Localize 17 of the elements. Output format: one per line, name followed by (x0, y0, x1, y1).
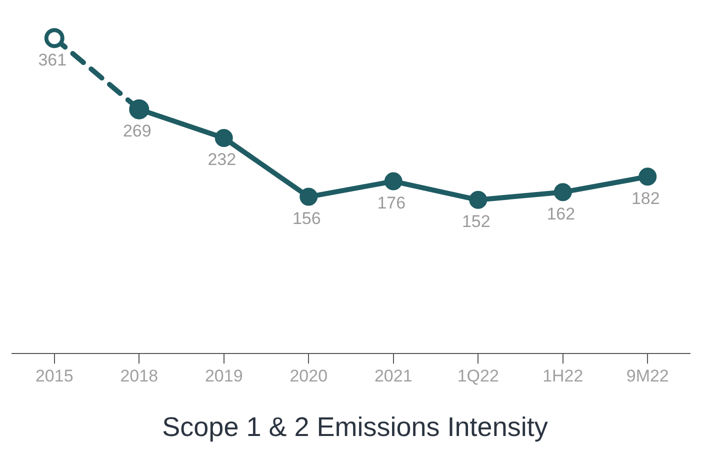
data-label: 162 (546, 204, 576, 224)
data-label: 232 (208, 150, 236, 170)
x-tick-label: 2018 (120, 366, 158, 386)
data-label: 156 (292, 208, 321, 228)
data-label: 182 (631, 188, 660, 208)
data-label: 361 (38, 50, 67, 70)
x-tick-label: 2015 (35, 366, 74, 386)
x-tick-label: 9M22 (626, 366, 669, 386)
data-label: 152 (462, 212, 490, 232)
data-label: 176 (377, 194, 406, 212)
x-tick-label: 2019 (204, 366, 243, 386)
x-tick-label: 1H22 (542, 366, 584, 386)
x-tick-label: 1Q22 (457, 366, 499, 386)
data-label: 269 (122, 122, 152, 140)
x-tick-label: 2020 (290, 366, 328, 386)
x-tick-label: 2021 (374, 366, 412, 386)
text: Scope 1 & 2 Emissions Intensity (161, 412, 549, 443)
